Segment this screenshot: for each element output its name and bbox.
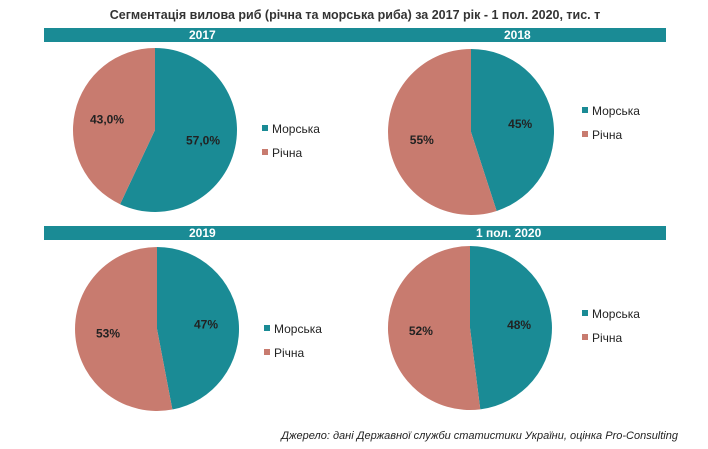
- legend-item-river: Річна: [582, 331, 640, 355]
- year-label-2018: 2018: [504, 28, 531, 42]
- legend-swatch-river: [582, 334, 588, 340]
- legend-item-sea: Морська: [582, 104, 640, 128]
- pie-chart-2018: 45% 55%: [387, 48, 557, 216]
- legend-2018: Морська Річна: [582, 104, 640, 152]
- legend-swatch-sea: [582, 107, 588, 113]
- slice-label-river: 55%: [410, 133, 434, 147]
- pie-2017-svg: 57,0% 43,0%: [72, 48, 237, 213]
- chart-title: Сегментація вилова риб (річна та морська…: [109, 8, 601, 22]
- legend-label-river: Річна: [592, 331, 623, 345]
- pie-2020h1-svg: 48% 52%: [387, 246, 552, 410]
- legend-swatch-river: [582, 131, 588, 137]
- legend-swatch-sea: [264, 325, 270, 331]
- slice-label-river: 53%: [96, 327, 120, 341]
- pie-slice-river: [75, 247, 173, 411]
- pie-slice-sea: [120, 48, 237, 213]
- pie-slice-sea: [157, 247, 240, 410]
- year-label-2020h1: 1 пол. 2020: [476, 226, 542, 240]
- header-band-bottom: 2019 1 пол. 2020: [44, 226, 666, 240]
- pie-chart-2019: 47% 53%: [75, 246, 245, 414]
- slice-label-sea: 57,0%: [186, 134, 220, 148]
- legend-label-river: Річна: [272, 146, 303, 160]
- pie-slice-sea: [471, 49, 555, 211]
- pie-chart-2017: 57,0% 43,0%: [70, 48, 240, 216]
- year-label-2019: 2019: [189, 226, 216, 240]
- slice-label-river: 43,0%: [90, 112, 124, 126]
- legend-label-river: Річна: [274, 346, 305, 360]
- legend-label-sea: Морська: [272, 122, 320, 136]
- legend-2017: Морська Річна: [262, 122, 320, 170]
- header-band-top: 2017 2018: [44, 28, 666, 42]
- pie-slice-river: [387, 246, 481, 410]
- legend-label-river: Річна: [592, 128, 623, 142]
- legend-2020h1: Морська Річна: [582, 307, 640, 355]
- legend-label-sea: Морська: [592, 307, 640, 321]
- legend-label-sea: Морська: [592, 104, 640, 118]
- slice-label-river: 52%: [409, 324, 433, 338]
- legend-item-river: Річна: [582, 128, 640, 152]
- slice-label-sea: 45%: [508, 117, 532, 131]
- legend-swatch-river: [262, 149, 268, 155]
- pie-slice-sea: [470, 246, 552, 410]
- pie-slice-river: [72, 48, 155, 205]
- legend-label-sea: Морська: [274, 322, 322, 336]
- slice-label-sea: 47%: [194, 317, 218, 331]
- legend-item-sea: Морська: [262, 122, 320, 146]
- legend-item-sea: Морська: [264, 322, 322, 346]
- pie-slice-river: [388, 49, 497, 216]
- legend-swatch-river: [264, 349, 270, 355]
- pie-2019-svg: 47% 53%: [75, 247, 240, 411]
- legend-item-river: Річна: [262, 146, 320, 170]
- pie-chart-2020h1: 48% 52%: [387, 246, 557, 414]
- slice-label-sea: 48%: [507, 318, 531, 332]
- legend-2019: Морська Річна: [264, 322, 322, 370]
- legend-item-river: Річна: [264, 346, 322, 370]
- year-label-2017: 2017: [189, 28, 216, 42]
- source-note: Джерело: дані Державної служби статистик…: [281, 430, 678, 442]
- legend-swatch-sea: [262, 125, 268, 131]
- legend-item-sea: Морська: [582, 307, 640, 331]
- pie-2018-svg: 45% 55%: [388, 49, 555, 216]
- legend-swatch-sea: [582, 310, 588, 316]
